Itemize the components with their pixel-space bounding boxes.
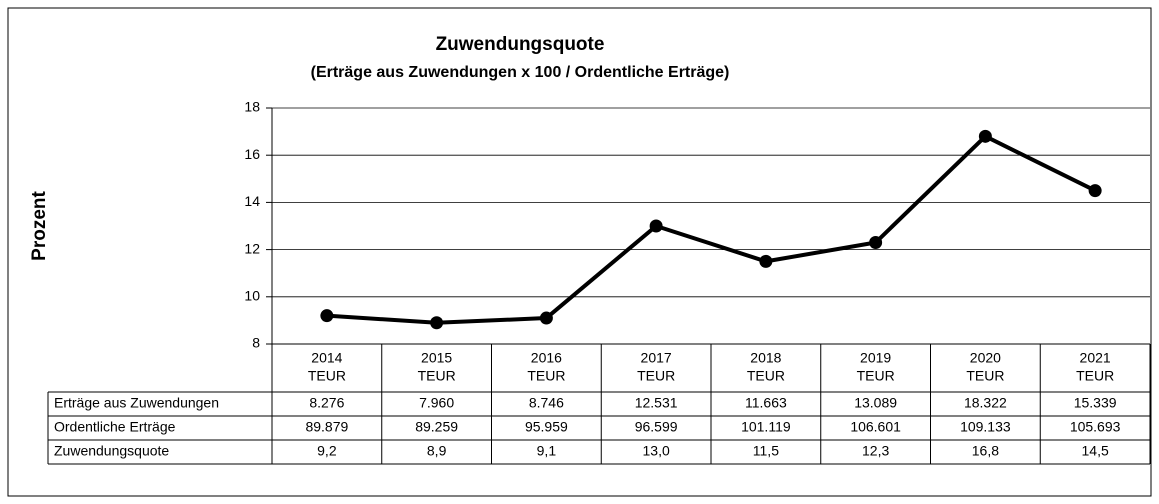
- x-tick-unit: TEUR: [418, 368, 456, 384]
- marker: [978, 129, 992, 143]
- row-label: Ordentliche Erträge: [54, 419, 176, 435]
- x-tick-label: 2015: [421, 350, 452, 366]
- table-cell: 101.119: [741, 419, 791, 435]
- data-label: 9,1: [537, 443, 557, 459]
- line: [326, 134, 1097, 325]
- table-cell: 95.959: [525, 419, 568, 435]
- table-cell: 8.276: [309, 395, 344, 411]
- marker: [1088, 184, 1102, 198]
- x-tick-unit: TEUR: [1076, 368, 1114, 384]
- x-tick-unit: TEUR: [637, 368, 675, 384]
- x-tick-label: 2014: [311, 350, 342, 366]
- table-cell: 89.259: [415, 419, 458, 435]
- table-cell: 18.322: [964, 395, 1007, 411]
- x-tick-label: 2017: [641, 350, 672, 366]
- marker: [869, 236, 883, 250]
- table-cell: 89.879: [305, 419, 348, 435]
- chart-title: Zuwendungsquote: [436, 34, 605, 55]
- table-cell: 96.599: [635, 419, 678, 435]
- table-cell: 106.601: [850, 419, 901, 435]
- data-label: 8,9: [427, 443, 447, 459]
- y-tick-label: 10: [244, 288, 260, 304]
- table-cell: 13.089: [854, 395, 897, 411]
- chart-border: [7, 7, 1152, 497]
- table-cell: 15.339: [1074, 395, 1117, 411]
- table-cell: 109.133: [960, 419, 1011, 435]
- data-label: 11,5: [753, 443, 779, 459]
- y-tick-label: 18: [244, 99, 260, 115]
- x-tick-unit: TEUR: [857, 368, 895, 384]
- x-tick-unit: TEUR: [966, 368, 1004, 384]
- legend-label: Zuwendungsquote: [54, 443, 169, 459]
- x-tick-label: 2019: [860, 350, 891, 366]
- table-cell: 105.693: [1070, 419, 1121, 435]
- chart-subtitle: (Erträge aus Zuwendungen x 100 / Ordentl…: [311, 64, 730, 81]
- marker: [759, 254, 773, 268]
- data-label: 16,8: [972, 443, 999, 459]
- table-cell: 8.746: [529, 395, 564, 411]
- table-cell: 11.663: [745, 395, 787, 411]
- x-tick-unit: TEUR: [747, 368, 785, 384]
- marker: [539, 311, 553, 325]
- y-tick-label: 8: [252, 335, 260, 351]
- x-tick-label: 2016: [531, 350, 562, 366]
- y-axis-label: Prozent: [29, 190, 50, 260]
- data-label: 12,3: [862, 443, 889, 459]
- data-label: 9,2: [317, 443, 337, 459]
- marker: [320, 309, 334, 323]
- x-tick-label: 2020: [970, 350, 1001, 366]
- y-tick-label: 16: [244, 146, 260, 162]
- table-cell: 7.960: [419, 395, 454, 411]
- data-label: 13,0: [643, 443, 670, 459]
- table-cell: 12.531: [635, 395, 678, 411]
- row-label: Erträge aus Zuwendungen: [54, 395, 219, 411]
- x-tick-unit: TEUR: [308, 368, 346, 384]
- data-label: 14,5: [1082, 443, 1109, 459]
- x-tick-unit: TEUR: [527, 368, 565, 384]
- x-tick-label: 2018: [750, 350, 781, 366]
- marker: [649, 219, 663, 233]
- y-tick-label: 12: [244, 240, 260, 256]
- y-tick-label: 14: [244, 193, 260, 209]
- marker: [430, 316, 444, 330]
- x-tick-label: 2021: [1080, 350, 1111, 366]
